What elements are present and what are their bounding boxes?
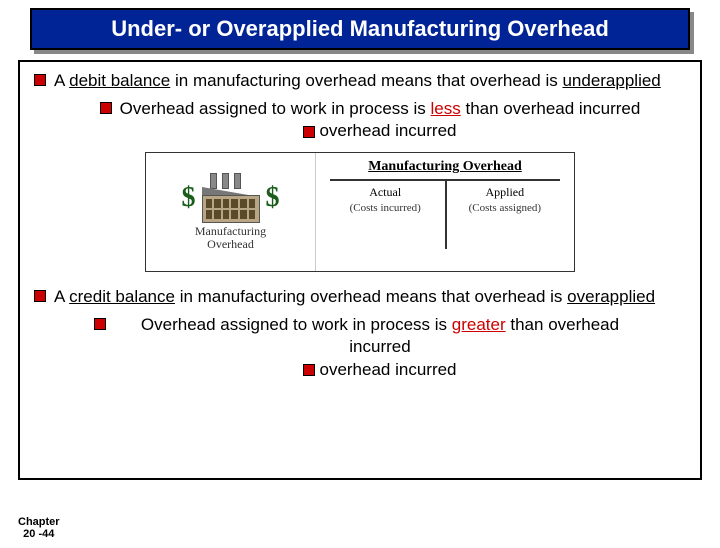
bullet-icon bbox=[94, 318, 106, 330]
t-applied: Applied bbox=[450, 185, 560, 201]
dollar-icon: $ bbox=[266, 182, 280, 214]
ll1: Manufacturing bbox=[195, 224, 266, 238]
t-account-title: Manufacturing Overhead bbox=[324, 159, 566, 175]
title-bar: Under- or Overapplied Manufacturing Over… bbox=[30, 8, 690, 50]
bullet-icon bbox=[100, 102, 112, 114]
chapter-label: Chapter 20 -44 bbox=[18, 516, 60, 540]
point1-sub-text: Overhead assigned to work in process is … bbox=[120, 98, 641, 142]
chapter-l1: Chapter bbox=[18, 516, 60, 528]
diagram-container: $ $ Manufacturing Overhead bbox=[34, 152, 686, 272]
p1-post: in manufacturing overhead means that ove… bbox=[170, 71, 562, 90]
bullet-point-1-sub: Overhead assigned to work in process is … bbox=[94, 98, 646, 142]
bullet-icon bbox=[34, 290, 46, 302]
p1-ul1: debit balance bbox=[69, 71, 170, 90]
p2-ul1: credit balance bbox=[69, 287, 175, 306]
p2-pre: A bbox=[54, 287, 69, 306]
bullet-icon bbox=[303, 126, 315, 138]
diagram-left: $ $ Manufacturing Overhead bbox=[146, 153, 316, 271]
t-account: Actual (Costs incurred) Applied (Costs a… bbox=[330, 179, 560, 249]
diagram-right: Manufacturing Overhead Actual (Costs inc… bbox=[316, 153, 574, 271]
t-applied-sub: (Costs assigned) bbox=[450, 201, 560, 215]
bullet-point-2-sub: Overhead assigned to work in process is … bbox=[94, 314, 646, 380]
t-actual-sub: (Costs incurred) bbox=[330, 201, 440, 215]
ll2: Overhead bbox=[207, 237, 254, 251]
p2s-pre: Overhead assigned to work in process is bbox=[141, 315, 452, 334]
p1s-post: than overhead incurred bbox=[461, 99, 641, 118]
p1s-key: less bbox=[431, 99, 461, 118]
diagram-left-label: Manufacturing Overhead bbox=[195, 225, 266, 251]
chapter-l2: 20 -44 bbox=[23, 528, 54, 540]
p1s-pre: Overhead assigned to work in process is bbox=[120, 99, 431, 118]
point2-sub-text: Overhead assigned to work in process is … bbox=[114, 314, 646, 380]
t-account-debit: Actual (Costs incurred) bbox=[330, 185, 440, 215]
t-actual: Actual bbox=[330, 185, 440, 201]
point1-text: A debit balance in manufacturing overhea… bbox=[54, 70, 661, 92]
factory-row: $ $ bbox=[182, 173, 280, 223]
p2-ul2: overapplied bbox=[567, 287, 655, 306]
p1-ul2: underapplied bbox=[562, 71, 660, 90]
bullet-icon bbox=[303, 364, 315, 376]
dollar-icon: $ bbox=[182, 182, 196, 214]
p2s-key: greater bbox=[452, 315, 506, 334]
t-account-credit: Applied (Costs assigned) bbox=[450, 185, 560, 215]
p2-post: in manufacturing overhead means that ove… bbox=[175, 287, 567, 306]
overhead-diagram: $ $ Manufacturing Overhead bbox=[145, 152, 575, 272]
bullet-point-1: A debit balance in manufacturing overhea… bbox=[34, 70, 686, 92]
point2-text: A credit balance in manufacturing overhe… bbox=[54, 286, 655, 308]
page-title: Under- or Overapplied Manufacturing Over… bbox=[111, 16, 609, 41]
content-box: A debit balance in manufacturing overhea… bbox=[18, 60, 702, 480]
bullet-point-2: A credit balance in manufacturing overhe… bbox=[34, 286, 686, 308]
bullet-icon bbox=[34, 74, 46, 86]
factory-icon bbox=[202, 173, 260, 223]
p1-pre: A bbox=[54, 71, 69, 90]
